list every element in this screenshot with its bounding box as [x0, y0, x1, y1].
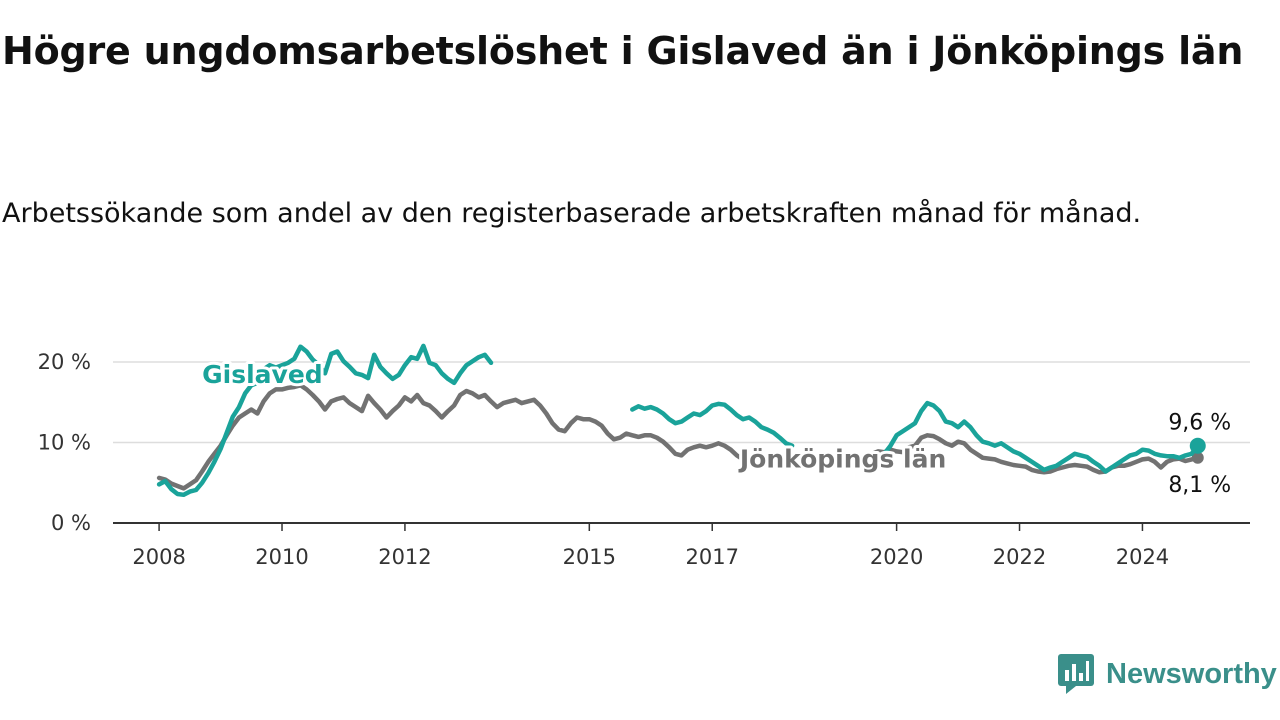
- x-tick-label: 2008: [132, 545, 185, 569]
- series-line-gislaved: [875, 400, 1201, 474]
- end-point-jonkopings-lan: [1191, 451, 1204, 464]
- chart-title: Högre ungdomsarbetslöshet i Gislaved än …: [2, 29, 1244, 73]
- series-lines: [156, 343, 1206, 498]
- series-line-jonkopings-lan: [863, 433, 1201, 475]
- series-line-jonkopings-lan: [156, 383, 746, 491]
- x-tick-label: 2012: [378, 545, 431, 569]
- y-tick-label: 10 %: [38, 431, 91, 455]
- end-label-gislaved: 9,6 %: [1168, 411, 1231, 436]
- y-tick-label: 0 %: [51, 511, 91, 535]
- end-label-jonkopings-lan: 8,1 %: [1168, 473, 1231, 498]
- x-tick-label: 2020: [870, 545, 923, 569]
- brand-logo: Newsworthy: [1058, 652, 1277, 696]
- series-label-jonkopings-lan: Jönköpings län: [738, 444, 946, 473]
- brand-name: Newsworthy: [1106, 657, 1277, 690]
- axes: 0 % 10 % 20 % 2008 2010 2012 2015 2017 2020 2022 2…: [38, 350, 1250, 569]
- x-tick-label: 2024: [1116, 545, 1169, 569]
- end-point-gislaved: [1189, 437, 1206, 454]
- x-tick-label: 2022: [993, 545, 1046, 569]
- x-tick-label: 2015: [563, 545, 616, 569]
- grid-lines: [113, 361, 1250, 444]
- line-chart: 0 % 10 % 20 % 2008 2010 2012 2015 2017 2020 2022 2…: [38, 343, 1250, 569]
- x-tick-label: 2017: [686, 545, 739, 569]
- newsworthy-logo-icon: [1058, 654, 1094, 694]
- x-tick-label: 2010: [255, 545, 308, 569]
- labels: Gislaved Jönköpings län 9,6 % 8,1 %: [199, 357, 1231, 498]
- series-label-gislaved: Gislaved: [202, 360, 323, 389]
- series-line-gislaved: [156, 343, 494, 498]
- series-line-gislaved: [630, 401, 795, 448]
- y-tick-label: 20 %: [38, 350, 91, 374]
- chart-subtitle: Arbetssökande som andel av den registerb…: [2, 198, 1142, 229]
